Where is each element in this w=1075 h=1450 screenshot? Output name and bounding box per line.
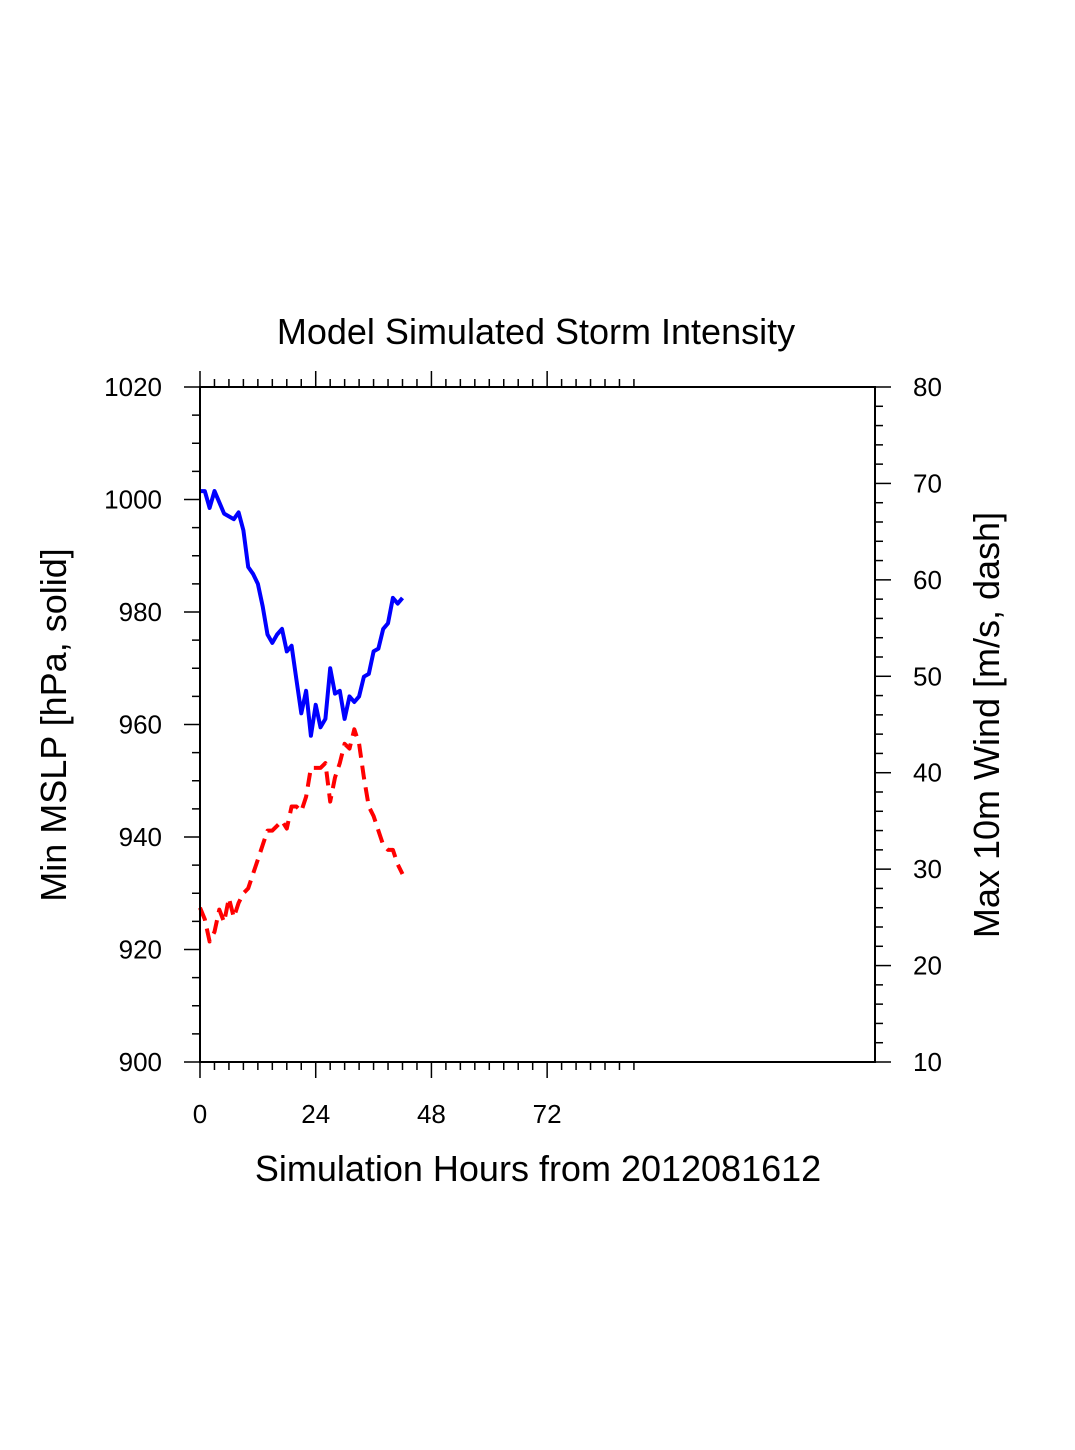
right-y-tick-label: 50 — [913, 661, 942, 691]
left-y-tick-label: 1000 — [104, 485, 162, 515]
right-y-tick-label: 70 — [913, 468, 942, 498]
right-y-axis-ticks — [875, 386, 891, 1063]
x-tick-label: 48 — [417, 1099, 446, 1129]
right-y-tick-label: 80 — [913, 372, 942, 402]
right-y-tick-label: 60 — [913, 565, 942, 595]
left-y-axis-ticks — [184, 386, 200, 1063]
right-y-tick-label: 30 — [913, 854, 942, 884]
right-y-tick-label: 20 — [913, 951, 942, 981]
plot-frame — [199, 386, 876, 1063]
right-y-tick-label: 40 — [913, 758, 942, 788]
x-axis-minor-ticks — [213, 379, 635, 1070]
left-y-tick-label: 980 — [119, 597, 162, 627]
wind-dashed-line — [198, 727, 405, 944]
right-y-tick-label: 10 — [913, 1047, 942, 1077]
x-axis-major-ticks — [199, 371, 548, 1078]
right-y-axis-label: Max 10m Wind [m/s, dash] — [966, 512, 1007, 938]
x-tick-label: 0 — [193, 1099, 207, 1129]
left-y-axis-tick-labels: 900 920 940 960 980 1000 1020 — [104, 372, 162, 1077]
x-tick-label: 24 — [301, 1099, 330, 1129]
left-y-tick-label: 900 — [119, 1047, 162, 1077]
left-y-tick-label: 960 — [119, 710, 162, 740]
right-y-axis-tick-labels: 10 20 30 40 50 60 70 80 — [913, 372, 942, 1077]
chart-title: Model Simulated Storm Intensity — [277, 311, 795, 352]
mslp-solid-line — [200, 489, 405, 738]
left-y-tick-label: 940 — [119, 822, 162, 852]
x-tick-label: 72 — [533, 1099, 562, 1129]
left-y-axis-label: Min MSLP [hPa, solid] — [33, 548, 74, 902]
x-axis-tick-labels: 0 24 48 72 — [193, 1099, 562, 1129]
series-layer — [198, 489, 405, 944]
x-axis-label: Simulation Hours from 2012081612 — [255, 1148, 821, 1189]
left-y-tick-label: 920 — [119, 935, 162, 965]
left-y-tick-label: 1020 — [104, 372, 162, 402]
